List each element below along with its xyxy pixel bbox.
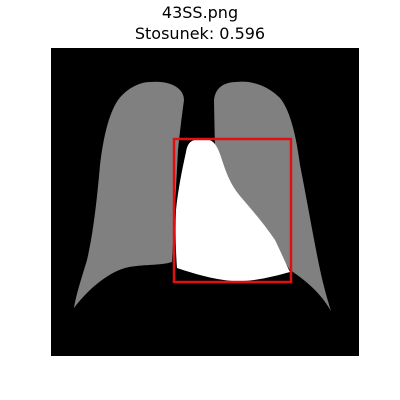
figure-title-filename: 43SS.png	[161, 3, 239, 22]
figure-title-ratio: Stosunek: 0.596	[134, 24, 266, 43]
heart-bounding-box	[172, 137, 293, 284]
heart-mask	[175, 140, 290, 282]
left-lung-mask	[74, 81, 184, 308]
